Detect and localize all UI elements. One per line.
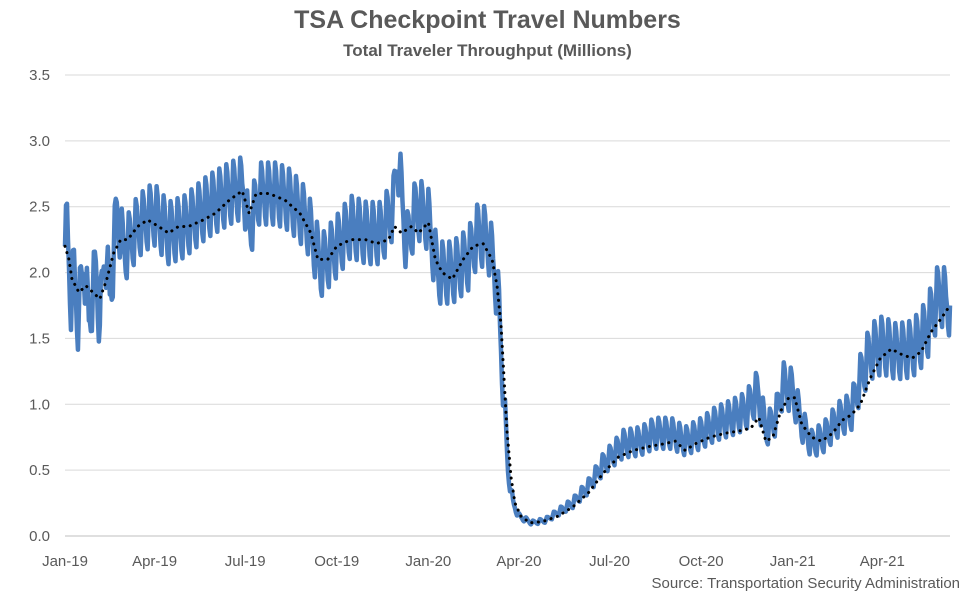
x-tick-label: Apr-21 bbox=[860, 553, 905, 570]
x-tick-label: Oct-20 bbox=[679, 553, 724, 570]
y-tick-label: 1.5 bbox=[29, 330, 50, 347]
source-note: Source: Transportation Security Administ… bbox=[651, 575, 960, 592]
y-tick-label: 0.0 bbox=[29, 528, 50, 545]
chart-title: TSA Checkpoint Travel Numbers bbox=[294, 6, 681, 34]
x-tick-label: Jul-20 bbox=[589, 553, 630, 570]
series-daily-line bbox=[62, 151, 953, 527]
y-tick-label: 3.5 bbox=[29, 67, 50, 84]
x-tick-label: Jan-21 bbox=[770, 553, 816, 570]
y-tick-label: 1.0 bbox=[29, 396, 50, 413]
x-tick-label: Jan-19 bbox=[42, 553, 88, 570]
y-tick-label: 3.0 bbox=[29, 133, 50, 150]
y-axis-ticks: 0.0 0.5 1.0 1.5 2.0 2.5 3.0 3.5 bbox=[29, 67, 50, 545]
y-tick-label: 0.5 bbox=[29, 462, 50, 479]
x-tick-label: Oct-19 bbox=[314, 553, 359, 570]
series-group bbox=[62, 151, 953, 527]
y-tick-label: 2.5 bbox=[29, 199, 50, 216]
x-tick-label: Apr-20 bbox=[496, 553, 541, 570]
x-axis-ticks: Jan-19 Apr-19 Jul-19 Oct-19 Jan-20 Apr-20 Jul-… bbox=[42, 553, 905, 570]
x-tick-label: Jul-19 bbox=[225, 553, 266, 570]
x-tick-label: Apr-19 bbox=[132, 553, 177, 570]
x-tick-label: Jan-20 bbox=[405, 553, 451, 570]
chart-subtitle: Total Traveler Throughput (Millions) bbox=[343, 41, 632, 60]
y-tick-label: 2.0 bbox=[29, 265, 50, 282]
